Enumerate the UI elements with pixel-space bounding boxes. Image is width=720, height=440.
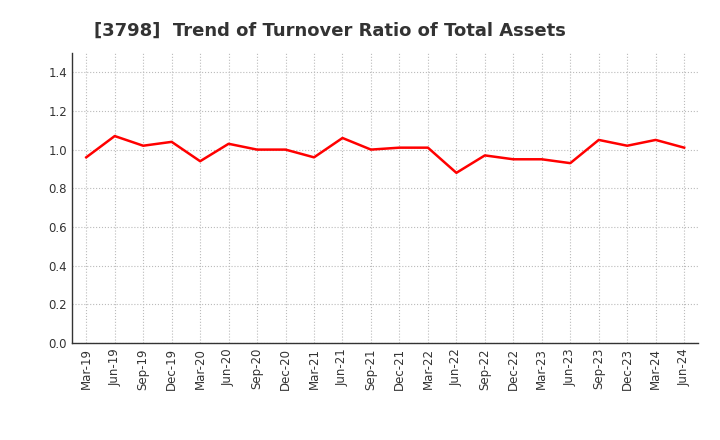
Text: [3798]  Trend of Turnover Ratio of Total Assets: [3798] Trend of Turnover Ratio of Total … [94, 22, 565, 40]
